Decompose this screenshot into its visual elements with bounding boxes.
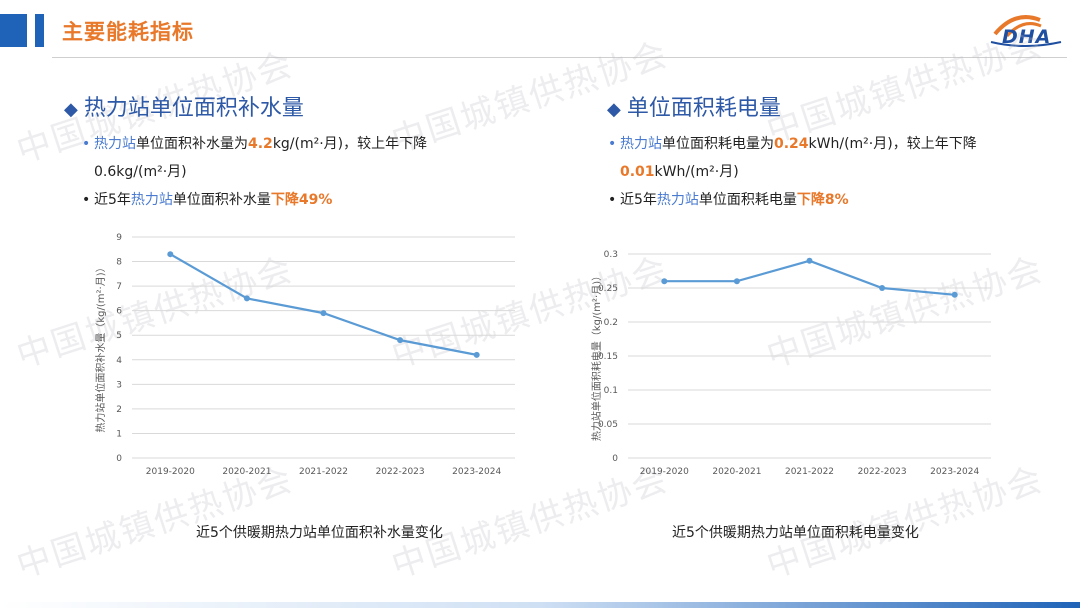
series-line	[169, 253, 477, 356]
data-point	[167, 251, 174, 258]
x-tick-label: 2019-2020	[640, 467, 689, 477]
y-tick-label: 1	[116, 429, 122, 439]
y-tick-label: 0	[116, 454, 122, 464]
data-point	[733, 278, 740, 285]
y-tick-label: 8	[116, 258, 122, 268]
left-bullet-2: • 近5年热力站单位面积补水量下降49%	[82, 186, 332, 214]
y-tick-label: 0.2	[604, 318, 618, 328]
data-point	[397, 337, 404, 344]
x-tick-label: 2023-2024	[452, 467, 501, 477]
diamond-icon: ◆	[607, 99, 621, 120]
data-point	[320, 310, 327, 317]
x-tick-label: 2021-2022	[299, 467, 348, 477]
right-line-chart: 0 0.05 0.1 0.15 0.2 0.25 0.3 2019-2020 2020-2021…	[590, 250, 991, 477]
y-tick-label: 7	[116, 282, 122, 292]
x-tick-label: 2022-2023	[858, 467, 907, 477]
data-point	[806, 257, 813, 264]
data-point	[951, 291, 958, 298]
y-tick-label: 0	[612, 454, 618, 464]
header-accent-bar	[0, 14, 27, 47]
bullet-dot-icon: •	[82, 136, 91, 152]
y-tick-label: 4	[116, 356, 122, 366]
right-chart-caption: 近5个供暖期热力站单位面积耗电量变化	[672, 525, 919, 541]
data-point	[879, 285, 886, 291]
y-tick-label: 3	[116, 380, 122, 390]
left-bullet-1: • 热力站单位面积补水量为4.2kg/(m²·月)，较上年下降 0.6kg/(m²…	[82, 130, 502, 186]
y-axis-label: 热力站单位面积耗电量（kg/(m²·月)）	[590, 271, 603, 441]
x-tick-label: 2023-2024	[930, 467, 979, 477]
x-tick-label: 2020-2021	[712, 467, 761, 477]
y-tick-label: 0.1	[604, 386, 618, 396]
left-line-chart: 0 1 2 3 4 5 6 7 8 9 2019-2020 2020-2021 2021-2022 202…	[94, 233, 515, 477]
right-bullet-2: • 近5年热力站单位面积耗电量下降8%	[608, 186, 849, 214]
x-tick-label: 2021-2022	[785, 467, 834, 477]
x-tick-label: 2020-2021	[222, 467, 271, 477]
left-section-title: ◆ 热力站单位面积补水量	[64, 96, 304, 121]
series-line	[664, 259, 955, 296]
y-tick-label: 2	[116, 405, 122, 415]
y-tick-label: 0.25	[598, 284, 618, 294]
data-point	[243, 295, 250, 302]
y-tick-label: 0.05	[598, 420, 618, 430]
y-tick-label: 0.15	[598, 352, 618, 362]
header-divider	[52, 57, 1067, 58]
header-accent-bar-small	[35, 14, 44, 47]
logo-text: DHA	[1002, 26, 1052, 48]
footer-bar	[0, 602, 1080, 608]
bullet-dot-icon: •	[82, 192, 91, 208]
right-section-title: ◆ 单位面积耗电量	[607, 96, 781, 121]
bullet-dot-icon: •	[608, 192, 617, 208]
y-tick-label: 0.3	[604, 250, 618, 260]
data-point	[473, 351, 480, 358]
y-axis-label: 热力站单位面积补水量（kg/(m²·月)）	[94, 262, 107, 432]
y-tick-label: 9	[116, 233, 122, 243]
diamond-icon: ◆	[64, 99, 78, 120]
page-title: 主要能耗指标	[62, 20, 194, 44]
y-tick-label: 6	[116, 307, 122, 317]
x-tick-label: 2022-2023	[376, 467, 425, 477]
left-chart-caption: 近5个供暖期热力站单位面积补水量变化	[196, 525, 443, 541]
x-tick-label: 2019-2020	[146, 467, 195, 477]
y-tick-label: 5	[116, 331, 122, 341]
bullet-dot-icon: •	[608, 136, 617, 152]
data-point	[661, 278, 668, 285]
dha-logo-icon	[990, 15, 1062, 47]
right-bullet-1: • 热力站单位面积耗电量为0.24kWh/(m²·月)，较上年下降 0.01kWh…	[608, 130, 1048, 186]
